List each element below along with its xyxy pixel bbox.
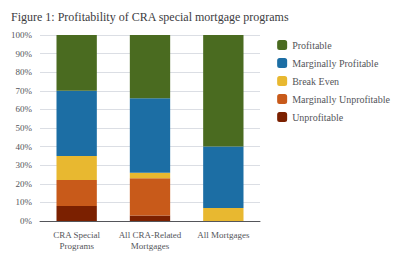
svg-text:90%: 90% <box>16 49 33 59</box>
svg-text:80%: 80% <box>16 67 33 77</box>
svg-text:All Mortgages: All Mortgages <box>197 230 250 240</box>
svg-text:Break Even: Break Even <box>292 76 339 87</box>
svg-text:CRA Special: CRA Special <box>53 230 100 240</box>
svg-text:Marginally Unprofitable: Marginally Unprofitable <box>292 94 390 105</box>
svg-text:Programs: Programs <box>59 241 94 251</box>
svg-text:100%: 100% <box>11 30 33 40</box>
svg-text:Mortgages: Mortgages <box>131 241 170 251</box>
svg-text:Unprofitable: Unprofitable <box>292 112 344 123</box>
svg-text:60%: 60% <box>16 104 33 114</box>
svg-text:All CRA-Related: All CRA-Related <box>119 230 182 240</box>
svg-text:70%: 70% <box>16 86 33 96</box>
svg-text:40%: 40% <box>16 142 33 152</box>
svg-text:50%: 50% <box>16 123 33 133</box>
svg-text:10%: 10% <box>16 197 33 207</box>
svg-text:0%: 0% <box>20 216 33 226</box>
svg-text:20%: 20% <box>16 179 33 189</box>
svg-text:Profitable: Profitable <box>292 40 332 51</box>
svg-text:30%: 30% <box>16 160 33 170</box>
svg-text:Marginally Profitable: Marginally Profitable <box>292 58 379 69</box>
svg-text:Figure 1: Profitability of CRA: Figure 1: Profitability of CRA special m… <box>11 10 289 24</box>
